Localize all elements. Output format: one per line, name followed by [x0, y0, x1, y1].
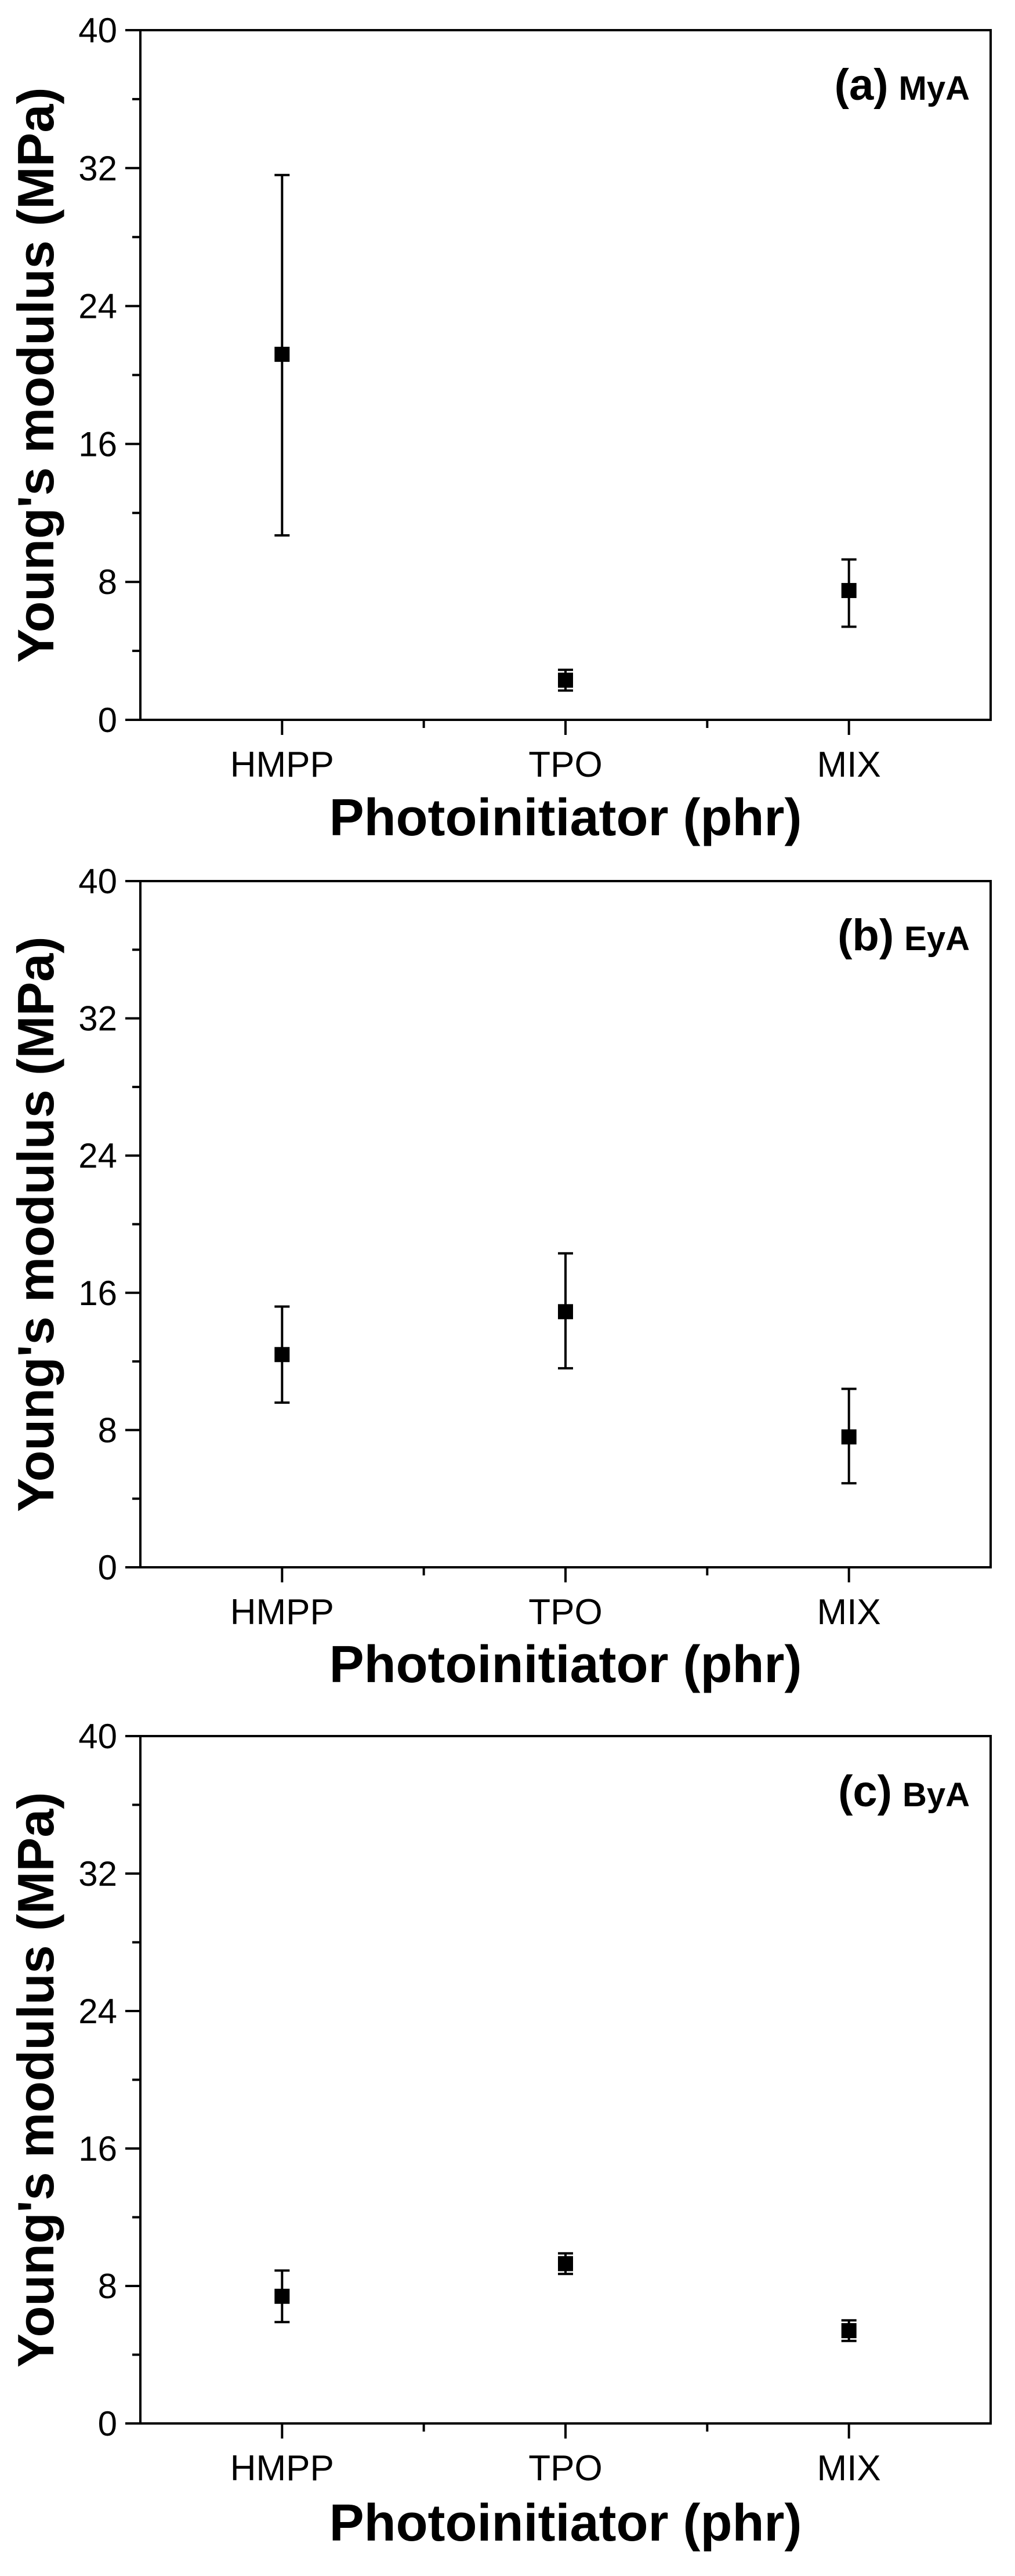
plot-frame: [139, 29, 992, 721]
y-tick-label: 24: [78, 1136, 117, 1175]
panel-label: (a): [835, 60, 889, 110]
x-axis-label: Photoinitiator (phr): [329, 2494, 802, 2552]
y-tick-label: 16: [78, 1274, 117, 1313]
y-axis-label: Young's modulus (MPa): [7, 87, 64, 662]
x-tick-label: HMPP: [230, 1592, 334, 1632]
y-tick-label: 40: [78, 862, 117, 901]
data-point: [558, 2256, 573, 2271]
y-tick-label: 16: [78, 425, 117, 463]
panel-title: (a) MyA: [835, 60, 970, 110]
data-point: [841, 1429, 857, 1445]
data-point: [274, 346, 290, 362]
data-point: [558, 1304, 573, 1320]
data-point: [274, 1347, 290, 1363]
panel-label: (b): [838, 911, 894, 960]
x-tick-label: HMPP: [230, 2448, 334, 2488]
plot-frame: [139, 1735, 992, 2425]
y-tick-label: 0: [98, 1548, 117, 1587]
chart-panel-2: 0 8 16 24 32 40 HMPP TPO MIX (b) EyA Young's modulu…: [7, 862, 992, 1694]
panel-title: (c) ByA: [838, 1767, 970, 1816]
x-tick-label: MIX: [817, 2448, 881, 2488]
y-tick-label: 0: [98, 2404, 117, 2443]
x-tick-label: HMPP: [230, 745, 334, 785]
y-tick-label: 40: [78, 11, 117, 50]
y-tick-label: 40: [78, 1717, 117, 1756]
y-tick-label: 8: [98, 2267, 117, 2306]
data-point: [841, 583, 857, 599]
y-tick-label: 16: [78, 2129, 117, 2168]
panel-label: (c): [838, 1767, 892, 1816]
x-tick-label: TPO: [528, 745, 602, 785]
y-tick-label: 24: [78, 1992, 117, 2031]
y-axis-label: Young's modulus (MPa): [7, 936, 64, 1512]
x-tick-label: MIX: [817, 745, 881, 785]
y-tick-label: 32: [78, 1854, 117, 1893]
x-tick-label: MIX: [817, 1592, 881, 1632]
panel-sample-name: MyA: [899, 70, 970, 107]
panel-title: (b) EyA: [838, 911, 970, 960]
chart-panel-1: 0 8 16 24 32 40 HMPP TPO MIX (a) MyA Young's modulu…: [7, 11, 992, 847]
panel-sample-name: ByA: [902, 1776, 970, 1814]
y-tick-label: 0: [98, 701, 117, 740]
data-point: [558, 672, 573, 688]
y-tick-label: 8: [98, 563, 117, 602]
x-axis-label: Photoinitiator (phr): [329, 1636, 802, 1694]
y-axis-label: Young's modulus (MPa): [7, 1792, 64, 2367]
data-point: [841, 2323, 857, 2339]
data-point: [274, 2288, 290, 2304]
x-axis-label: Photoinitiator (phr): [329, 789, 802, 847]
plot-frame: [139, 880, 992, 1568]
y-tick-label: 32: [78, 149, 117, 188]
y-tick-label: 8: [98, 1411, 117, 1450]
x-tick-label: TPO: [528, 2448, 602, 2488]
panel-sample-name: EyA: [904, 920, 970, 958]
chart-panel-3: 0 8 16 24 32 40 HMPP TPO MIX (c) ByA Young's modulu…: [7, 1717, 992, 2552]
y-tick-label: 32: [78, 999, 117, 1038]
x-tick-label: TPO: [528, 1592, 602, 1632]
y-tick-label: 24: [78, 287, 117, 326]
